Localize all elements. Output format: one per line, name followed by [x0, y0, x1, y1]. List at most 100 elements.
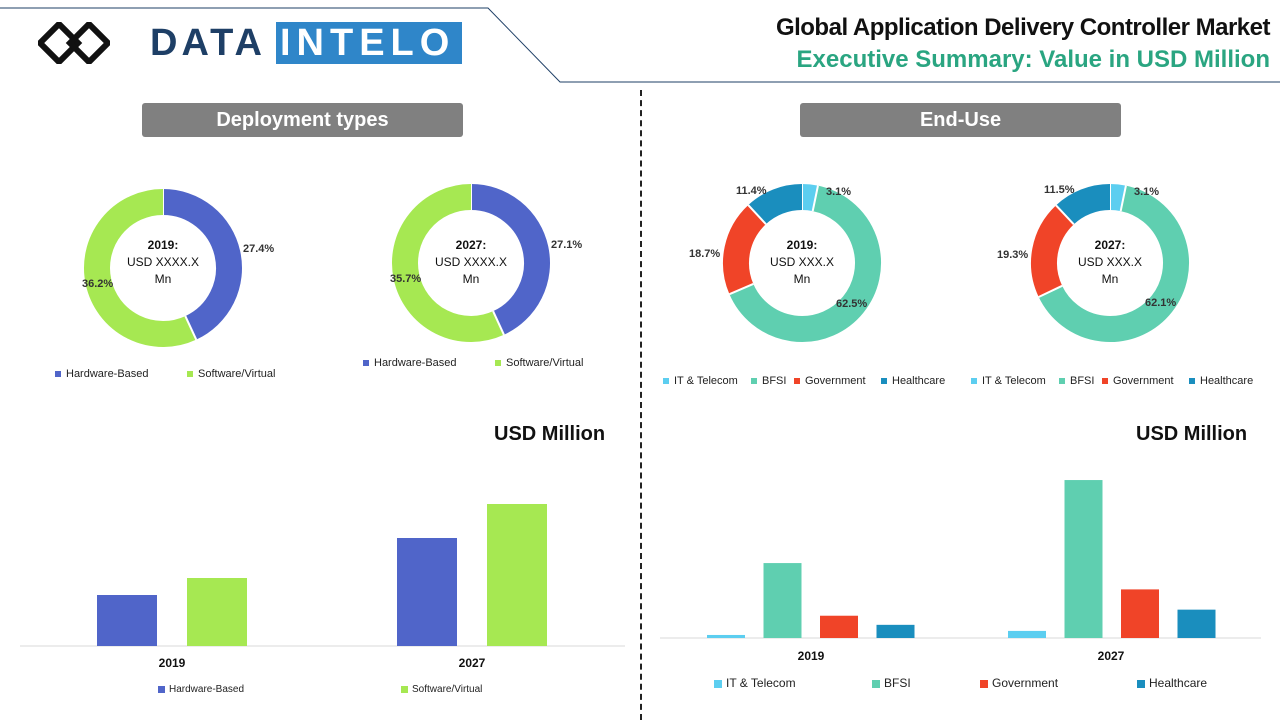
- legend-label: BFSI: [762, 375, 787, 387]
- legend-swatch: [1059, 378, 1065, 385]
- legend-label: Healthcare: [1200, 375, 1254, 387]
- legend-label: Software/Virtual: [198, 368, 276, 380]
- center-unit: Mn: [462, 272, 480, 286]
- slice-separator: [747, 204, 767, 225]
- bar-bfsi-2027: [1064, 480, 1103, 638]
- legend-item-hardware: Hardware-Based: [55, 368, 149, 380]
- label-it-2019: 3.1%: [826, 186, 852, 198]
- logo-text-data: DATA: [150, 22, 266, 64]
- legend-label: Government: [1113, 375, 1174, 387]
- donut-enduse-2027: [1031, 184, 1189, 342]
- label-it-2027: 3.1%: [1134, 186, 1160, 198]
- legend-label: Hardware-Based: [66, 368, 149, 380]
- legend-swatch: [971, 378, 977, 385]
- legend-swatch: [1137, 680, 1145, 688]
- center-value: USD XXXX.X: [434, 255, 508, 269]
- legend-enduse-2019: IT & Telecom BFSI Government Healthcare: [663, 375, 963, 389]
- bar-chart-deployment: 2019 2027 Hardware-Based Software/Virtual: [20, 504, 625, 695]
- label-healthcare-2019: 11.4%: [736, 185, 767, 197]
- legend-item-bfsi: BFSI: [751, 375, 786, 387]
- legend-swatch: [872, 680, 880, 688]
- bar-government-2027: [1121, 589, 1159, 638]
- legend-label: Software/Virtual: [506, 357, 584, 369]
- bar-healthcare-2019: [876, 624, 915, 638]
- legend-item-hardware: Hardware-Based: [363, 357, 457, 369]
- bar-bfsi-2019: [763, 563, 802, 638]
- bar-software-virtual-2019: [187, 578, 247, 646]
- bar-software-virtual-2027: [487, 504, 547, 646]
- donut-enduse-2027-center: 2027: USD XXX.X Mn: [1050, 237, 1170, 288]
- enduse-pill: End-Use: [800, 103, 1121, 137]
- x-tick-label: 2027: [1098, 649, 1125, 663]
- donut-slice-government: [723, 205, 767, 295]
- legend-swatch: [363, 360, 369, 367]
- donut-slice-hardware-based: [470, 184, 550, 335]
- legend-label: IT & Telecom: [982, 375, 1046, 387]
- donut-slice-government: [1031, 205, 1075, 298]
- slice-separator: [811, 185, 819, 212]
- center-year: 2019:: [147, 238, 179, 252]
- legend-item-healthcare: Healthcare: [1189, 375, 1253, 387]
- legend-swatch: [187, 371, 193, 378]
- legend-item-it: IT & Telecom: [663, 375, 738, 387]
- bar-chart-title-enduse: USD Million: [1136, 423, 1248, 445]
- page-title: Global Application Delivery Controller M…: [775, 14, 1271, 41]
- legend-swatch: [401, 686, 408, 693]
- x-tick-label: 2019: [159, 656, 186, 670]
- legend-label: Hardware-Based: [169, 684, 244, 695]
- legend-label: Hardware-Based: [374, 357, 457, 369]
- logo-box: [276, 22, 462, 64]
- logo-text-intelo: INTELO: [280, 22, 456, 64]
- slice-separator: [184, 315, 198, 341]
- donut-deployment-2027-center: 2027: USD XXXX.X Mn: [411, 237, 531, 288]
- x-tick-label: 2027: [459, 656, 486, 670]
- bar-chart-title-deployment: USD Million: [494, 423, 606, 445]
- label-software-2027: 35.7%: [390, 273, 422, 285]
- legend-label: IT & Telecom: [726, 676, 796, 690]
- donut-slice-hardware-based: [162, 189, 242, 340]
- legend-deployment-2027: Hardware-Based Software/Virtual: [363, 357, 643, 371]
- deployment-pill: Deployment types: [142, 103, 463, 137]
- logo-mark-icon: [38, 22, 110, 64]
- legend-label: Software/Virtual: [412, 684, 482, 695]
- legend-item-bfsi: BFSI: [1059, 375, 1094, 387]
- legend-item-software: Software/Virtual: [187, 368, 275, 380]
- x-tick-label: 2019: [798, 649, 825, 663]
- donut-slice-software-virtual: [392, 184, 504, 342]
- donut-deployment-2027: [392, 184, 550, 342]
- legend-item-it: IT & Telecom: [971, 375, 1046, 387]
- legend-label: Government: [805, 375, 866, 387]
- legend-swatch: [714, 680, 722, 688]
- legend-item-government: Government: [794, 375, 866, 387]
- bar-healthcare-2027: [1177, 609, 1216, 638]
- page-subtitle: Executive Summary: Value in USD Million: [796, 46, 1270, 73]
- label-government-2027: 19.3%: [997, 249, 1029, 261]
- legend-swatch: [794, 378, 800, 385]
- donut-enduse-2019: [723, 184, 881, 342]
- bar-it-telecom-2027: [1008, 630, 1046, 638]
- legend-item-government: Government: [1102, 375, 1174, 387]
- legend-swatch: [663, 378, 669, 385]
- donut-enduse-2019-center: 2019: USD XXX.X Mn: [742, 237, 862, 288]
- center-unit: Mn: [1101, 272, 1119, 286]
- center-value: USD XXX.X: [1077, 255, 1143, 269]
- donut-slice-healthcare: [1055, 184, 1111, 225]
- header-decoration: [0, 7, 1280, 83]
- bar-chart-enduse: 2019 2027 IT & Telecom BFSI Government Health…: [660, 480, 1261, 690]
- center-year: 2019:: [786, 238, 818, 252]
- donut-slice-bfsi: [1038, 185, 1189, 342]
- legend-swatch: [751, 378, 757, 385]
- bar-hardware-based-2019: [97, 595, 157, 646]
- legend-label: BFSI: [884, 676, 911, 690]
- bar-hardware-based-2027: [397, 538, 457, 646]
- label-bfsi-2027: 62.1%: [1145, 297, 1177, 309]
- donut-slice-bfsi: [729, 185, 881, 342]
- legend-label: IT & Telecom: [674, 375, 738, 387]
- slice-separator: [1119, 185, 1127, 212]
- legend-swatch: [495, 360, 501, 367]
- center-year: 2027:: [1094, 238, 1126, 252]
- legend-swatch: [980, 680, 988, 688]
- legend-item-healthcare: Healthcare: [881, 375, 945, 387]
- center-unit: Mn: [793, 272, 811, 286]
- legend-swatch: [55, 371, 61, 378]
